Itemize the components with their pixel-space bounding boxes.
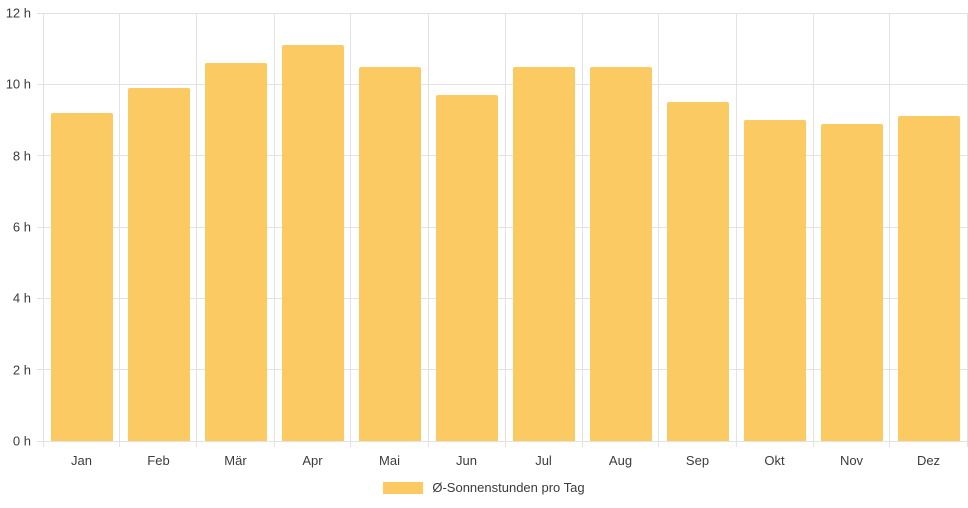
v-gridline-9 <box>735 13 737 441</box>
bar-cell-dez <box>890 13 967 441</box>
x-tick-11 <box>889 441 891 447</box>
y-tick-10 <box>37 83 43 85</box>
y-axis-label-8: 8 h <box>12 148 31 164</box>
x-tick-8 <box>658 441 660 447</box>
v-gridline-11 <box>889 13 891 441</box>
y-axis-label-4: 4 h <box>12 290 31 306</box>
x-axis-label-aug: Aug <box>608 453 633 468</box>
v-gridline-6 <box>504 13 506 441</box>
x-axis-label-jul: Jul <box>535 453 552 468</box>
bar-nov[interactable] <box>820 123 883 441</box>
x-axis-label-mai: Mai <box>379 453 400 468</box>
x-axis-label-apr: Apr <box>302 453 323 468</box>
x-tick-0 <box>42 441 44 447</box>
x-axis-label-jun: Jun <box>456 453 477 468</box>
bar-aug[interactable] <box>589 66 652 441</box>
y-axis-label-10: 10 h <box>5 76 31 92</box>
bars-layer <box>43 13 967 441</box>
bar-jun[interactable] <box>435 95 498 441</box>
bar-mär[interactable] <box>204 62 267 441</box>
v-gridline-2 <box>196 13 198 441</box>
v-gridline-7 <box>581 13 583 441</box>
x-tick-7 <box>581 441 583 447</box>
bar-feb[interactable] <box>127 87 190 441</box>
x-tick-6 <box>504 441 506 447</box>
bar-mai[interactable] <box>358 66 421 441</box>
v-gridline-0 <box>42 13 44 441</box>
y-tick-8 <box>37 155 43 157</box>
bar-cell-aug <box>582 13 659 441</box>
bar-jan[interactable] <box>50 112 113 441</box>
bar-cell-sep <box>659 13 736 441</box>
bar-cell-mai <box>351 13 428 441</box>
y-tick-12 <box>37 12 43 14</box>
bar-cell-nov <box>813 13 890 441</box>
bar-okt[interactable] <box>743 120 806 441</box>
bar-cell-jul <box>505 13 582 441</box>
x-axis-label-sep: Sep <box>685 453 710 468</box>
x-tick-2 <box>196 441 198 447</box>
v-gridline-1 <box>119 13 121 441</box>
v-gridline-3 <box>273 13 275 441</box>
y-axis-label-2: 2 h <box>12 362 31 378</box>
x-axis-label-nov: Nov <box>839 453 864 468</box>
legend-swatch <box>383 482 424 494</box>
bar-cell-okt <box>736 13 813 441</box>
x-tick-9 <box>735 441 737 447</box>
bar-cell-mär <box>197 13 274 441</box>
bar-cell-jan <box>43 13 120 441</box>
x-tick-3 <box>273 441 275 447</box>
x-tick-5 <box>427 441 429 447</box>
bar-jul[interactable] <box>512 66 575 441</box>
legend[interactable]: Ø-Sonnenstunden pro Tag <box>0 481 968 495</box>
x-axis-label-okt: Okt <box>764 453 785 468</box>
x-tick-4 <box>350 441 352 447</box>
x-axis-label-mär: Mär <box>224 453 247 468</box>
legend-label: Ø-Sonnenstunden pro Tag <box>432 480 585 495</box>
v-gridline-8 <box>658 13 660 441</box>
bar-dez[interactable] <box>897 116 960 441</box>
v-gridline-4 <box>350 13 352 441</box>
x-tick-12 <box>966 441 968 447</box>
x-axis-label-jan: Jan <box>71 453 92 468</box>
bar-cell-feb <box>120 13 197 441</box>
x-tick-1 <box>119 441 121 447</box>
x-axis-label-feb: Feb <box>147 453 170 468</box>
y-axis-label-12: 12 h <box>5 5 31 21</box>
v-gridline-5 <box>427 13 429 441</box>
bar-cell-jun <box>428 13 505 441</box>
y-tick-6 <box>37 226 43 228</box>
v-gridline-10 <box>812 13 814 441</box>
x-tick-10 <box>812 441 814 447</box>
y-axis-label-0: 0 h <box>12 433 31 449</box>
y-tick-4 <box>37 297 43 299</box>
y-axis-label-6: 6 h <box>12 219 31 235</box>
bar-sep[interactable] <box>666 102 729 441</box>
plot-area <box>37 12 968 447</box>
v-gridline-12 <box>966 13 968 441</box>
y-tick-0 <box>37 440 43 442</box>
bar-cell-apr <box>274 13 351 441</box>
bar-apr[interactable] <box>281 45 344 441</box>
x-axis-label-dez: Dez <box>916 453 941 468</box>
y-tick-2 <box>37 369 43 371</box>
